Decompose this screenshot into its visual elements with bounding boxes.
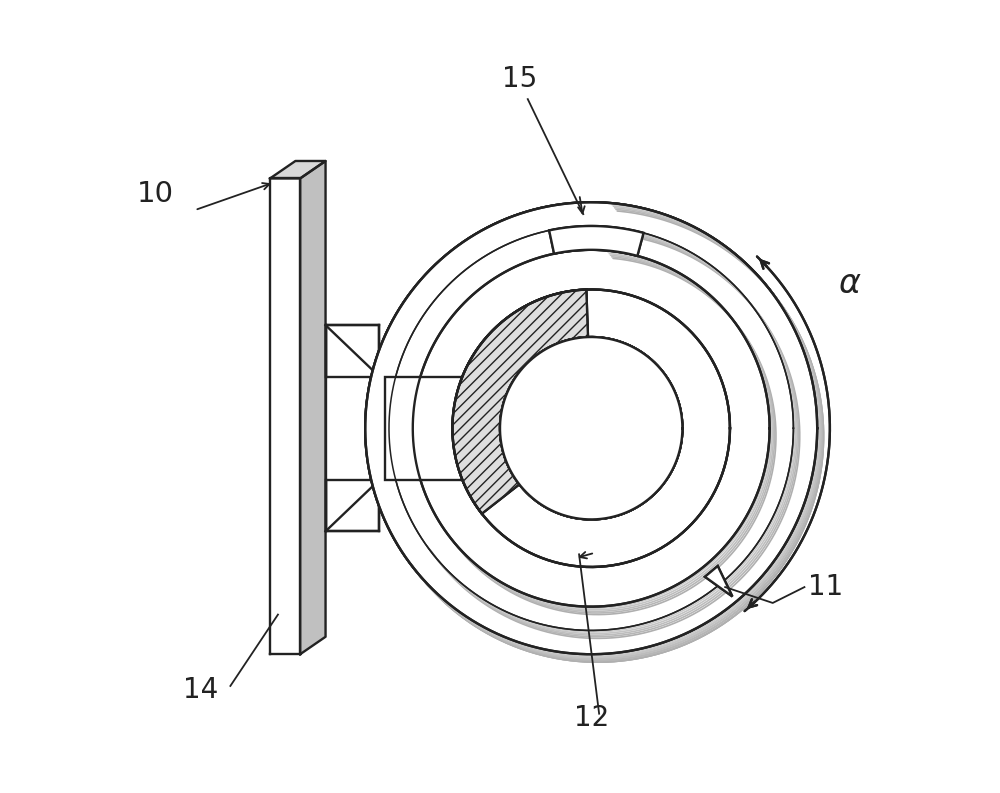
- Polygon shape: [500, 337, 682, 519]
- Polygon shape: [270, 178, 300, 654]
- Polygon shape: [549, 226, 644, 256]
- Text: 15: 15: [502, 65, 537, 94]
- Polygon shape: [452, 289, 588, 514]
- Polygon shape: [300, 161, 326, 654]
- Polygon shape: [365, 202, 817, 654]
- Text: 10: 10: [137, 180, 174, 209]
- Text: 11: 11: [808, 573, 844, 601]
- Text: α: α: [838, 267, 860, 301]
- Polygon shape: [365, 202, 817, 654]
- Polygon shape: [385, 377, 504, 480]
- Polygon shape: [270, 161, 326, 178]
- Polygon shape: [326, 325, 379, 377]
- Polygon shape: [326, 480, 379, 531]
- Polygon shape: [385, 377, 504, 480]
- Polygon shape: [452, 289, 588, 514]
- Polygon shape: [549, 226, 644, 256]
- Polygon shape: [500, 337, 682, 519]
- Polygon shape: [705, 566, 732, 596]
- Polygon shape: [500, 337, 682, 519]
- Text: 14: 14: [183, 676, 218, 704]
- Text: 12: 12: [574, 703, 609, 732]
- Polygon shape: [705, 566, 732, 596]
- Polygon shape: [365, 202, 817, 654]
